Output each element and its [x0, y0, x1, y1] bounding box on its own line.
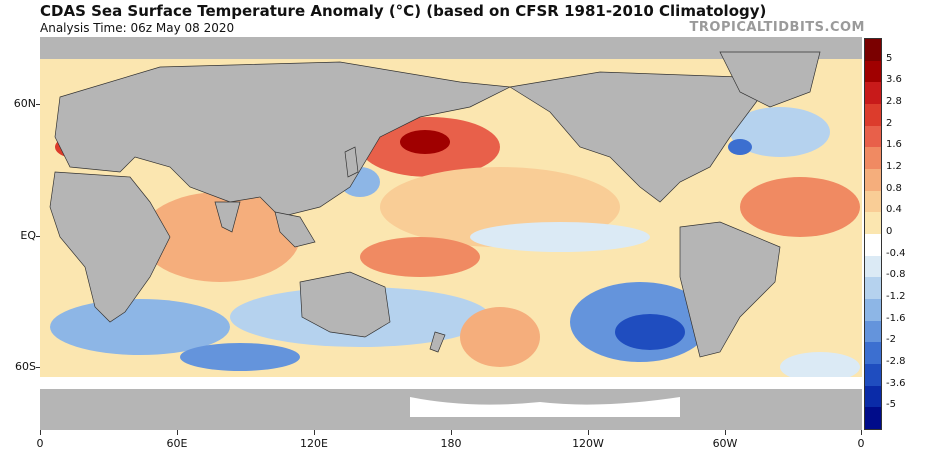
lon-label-0-east: 0 — [857, 437, 865, 450]
tick-60s — [36, 367, 40, 368]
greenland — [719, 51, 821, 108]
lon-label-60e: 60E — [166, 437, 188, 450]
anomaly-patches — [50, 107, 860, 382]
tick-180 — [451, 430, 452, 435]
lat-label-60s: 60S — [15, 360, 36, 373]
lon-label-180: 180 — [440, 437, 462, 450]
colorbar-segment — [865, 212, 881, 234]
india — [214, 201, 241, 233]
colorbar-label: -5 — [886, 399, 896, 411]
colorbar-segment — [865, 82, 881, 104]
colorbar-label: -2.8 — [886, 356, 906, 367]
tick-60w — [725, 430, 726, 435]
colorbar-segment — [865, 39, 881, 61]
colorbar-segment — [865, 168, 881, 191]
colorbar-label: 0.8 — [886, 182, 902, 194]
lon-label-120w: 120W — [572, 437, 604, 450]
colorbar-label: -2 — [886, 334, 896, 346]
new-zealand — [429, 331, 446, 353]
brand-watermark: TROPICALTIDBITS.COM — [689, 20, 865, 35]
colorbar-label: -3.6 — [886, 377, 906, 389]
africa — [49, 171, 171, 323]
tick-0-east — [861, 430, 862, 435]
colorbar-segment — [865, 363, 881, 386]
colorbar — [864, 38, 882, 430]
tick-eq — [36, 236, 40, 237]
colorbar-label: 0.4 — [886, 204, 902, 216]
colorbar-label: 1.6 — [886, 139, 902, 151]
tick-120e — [314, 430, 315, 435]
tick-60e — [177, 430, 178, 435]
lat-label-eq: EQ — [20, 229, 36, 242]
lon-label-120e: 120E — [300, 437, 328, 450]
south-america — [679, 221, 781, 358]
lon-label-0: 0 — [36, 437, 44, 450]
colorbar-label: 3.6 — [886, 74, 902, 86]
colorbar-segment — [865, 125, 881, 148]
colorbar-segment — [865, 60, 881, 83]
japan — [344, 146, 359, 178]
tick-0 — [40, 430, 41, 435]
colorbar-segment — [865, 320, 881, 343]
continents — [49, 51, 821, 358]
colorbar-segment — [865, 147, 881, 169]
colorbar-segment — [865, 190, 881, 213]
colorbar-segment — [865, 255, 881, 278]
ross-weddell-ice — [410, 397, 680, 417]
colorbar-label: -1.2 — [886, 291, 906, 302]
lat-label-60n: 60N — [13, 97, 36, 110]
eurasia — [54, 61, 512, 218]
southern-sea-ice — [40, 377, 862, 391]
colorbar-segment — [865, 103, 881, 126]
colorbar-segment — [865, 385, 881, 408]
colorbar-segment — [865, 342, 881, 364]
tick-60n — [36, 104, 40, 105]
colorbar-segment — [865, 298, 881, 321]
colorbar-label: 2.8 — [886, 96, 902, 107]
colorbar-label: -0.8 — [886, 269, 906, 281]
colorbar-segment — [865, 277, 881, 299]
analysis-time: Analysis Time: 06z May 08 2020 — [40, 21, 235, 35]
colorbar-label: -0.4 — [886, 247, 906, 259]
sst-anomaly-map — [40, 37, 862, 430]
colorbar-label: 0 — [886, 226, 893, 237]
map-title: CDAS Sea Surface Temperature Anomaly (°C… — [40, 2, 767, 20]
map-canvas — [40, 37, 862, 430]
lon-label-60w: 60W — [712, 437, 738, 450]
colorbar-segment — [865, 407, 881, 429]
colorbar-segment — [865, 233, 881, 256]
colorbar-label: -1.6 — [886, 312, 906, 324]
australia — [299, 271, 391, 338]
colorbar-label: 1.2 — [886, 161, 902, 172]
tick-120w — [588, 430, 589, 435]
southeast-asia — [274, 211, 316, 248]
colorbar-label: 5 — [886, 52, 893, 64]
colorbar-label: 2 — [886, 117, 893, 129]
arctic-land — [40, 37, 862, 59]
